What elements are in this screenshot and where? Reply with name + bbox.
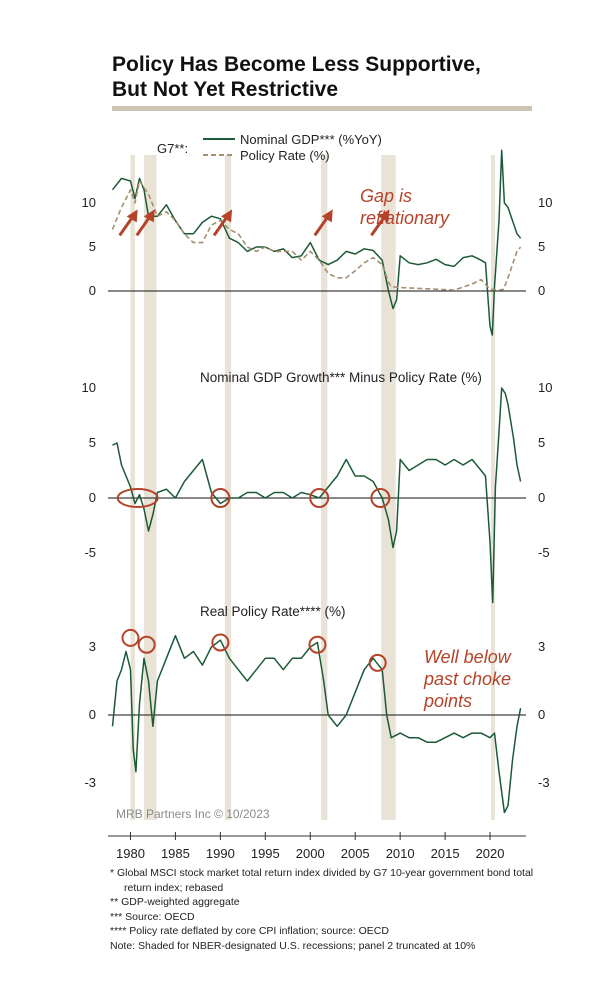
panel-title-2: Nominal GDP Growth*** Minus Policy Rate … <box>200 370 482 385</box>
series-line-3-1 <box>111 634 522 814</box>
x-tick-label-0: 1980 <box>116 846 145 860</box>
highlight-circle-3-2 <box>211 633 230 652</box>
y-tick-left-3: 0 <box>89 707 96 722</box>
highlight-circle-3-3 <box>308 635 327 654</box>
recession-band-2 <box>224 155 232 820</box>
annotation-text-1-0: Gap is <box>360 186 412 206</box>
y-tick-right-3: 0 <box>538 707 545 722</box>
highlight-circle-2-2 <box>309 488 330 508</box>
annotation-text-3-0: Well below <box>424 647 512 667</box>
chart-title: Policy Has Become Less Supportive, But N… <box>112 52 542 102</box>
footnote-1: * Global MSCI stock market total return … <box>110 867 534 879</box>
y-tick-right-2: 0 <box>538 490 545 505</box>
highlight-circle-2-3 <box>370 488 391 508</box>
annotation-text-1-1: reflationary <box>360 208 450 228</box>
annotation-text-3-2: points <box>423 691 472 711</box>
footnote-2: ** GDP-weighted aggregate <box>110 896 240 908</box>
annotation-arrowhead-0 <box>126 209 138 223</box>
panel-title-3: Real Policy Rate**** (%) <box>200 604 346 619</box>
y-tick-right-3: 3 <box>538 639 545 654</box>
highlight-circle-2-0 <box>116 488 159 508</box>
highlight-circle-3-4 <box>368 653 387 672</box>
y-tick-right-1: 0 <box>538 283 545 298</box>
annotation-arrowhead-2 <box>221 209 233 223</box>
footnote-note: Note: Shaded for NBER-designated U.S. re… <box>110 939 476 952</box>
legend-label-gdp: Nominal GDP*** (%YoY) <box>240 132 382 147</box>
y-tick-left-3: -3 <box>84 775 96 790</box>
recession-band-5 <box>490 155 495 820</box>
y-tick-left-2: 0 <box>89 490 96 505</box>
series-line-2-1 <box>112 387 522 604</box>
y-tick-left-1: 0 <box>89 283 96 298</box>
y-tick-left-3: 3 <box>89 639 96 654</box>
footnote-3: *** Source: OECD <box>110 910 195 923</box>
y-tick-left-1: 5 <box>89 239 96 254</box>
legend-label-policy: Policy Rate (%) <box>240 148 330 163</box>
x-tick-label-6: 2010 <box>386 846 415 860</box>
recession-band-1 <box>143 155 157 820</box>
annotation-arrowhead-4 <box>378 209 390 223</box>
title-line-1: Policy Has Become Less Supportive, <box>112 53 481 76</box>
recession-band-4 <box>381 155 396 820</box>
y-tick-right-3: -3 <box>538 775 550 790</box>
source-label: MRB Partners Inc © 10/2023 <box>116 807 270 821</box>
recession-band-3 <box>321 155 328 820</box>
title-rule <box>112 106 532 111</box>
x-tick-label-4: 2000 <box>296 846 325 860</box>
highlight-circle-3-1 <box>137 635 156 654</box>
x-tick-label-3: 1995 <box>251 846 280 860</box>
footnote-4: **** Policy rate deflated by core CPI in… <box>110 925 389 937</box>
x-tick-label-5: 2005 <box>341 846 370 860</box>
footnote-1-cont: return index; rebased <box>124 881 224 894</box>
x-tick-label-2: 1990 <box>206 846 235 860</box>
annotation-arrowhead-1 <box>143 209 155 223</box>
recession-band-0 <box>130 155 135 820</box>
y-tick-left-2: 10 <box>82 380 96 395</box>
x-tick-label-8: 2020 <box>476 846 505 860</box>
y-tick-right-2: 10 <box>538 380 552 395</box>
highlight-circle-3-0 <box>121 628 140 647</box>
x-tick-label-1: 1985 <box>161 846 190 860</box>
annotation-arrowhead-3 <box>321 209 333 223</box>
highlight-circle-2-1 <box>210 488 231 508</box>
y-tick-left-2: -5 <box>84 545 96 560</box>
x-tick-label-7: 2015 <box>431 846 460 860</box>
y-tick-right-1: 5 <box>538 239 545 254</box>
legend-prefix: G7**: <box>157 141 188 156</box>
y-tick-left-2: 5 <box>89 435 96 450</box>
footnotes: * Global MSCI stock market total return … <box>110 866 550 953</box>
title-line-2: But Not Yet Restrictive <box>112 78 339 101</box>
y-tick-right-2: -5 <box>538 545 550 560</box>
chart-area: 0 0 5 5 10 10 -5 -5 0 0 5 5 10 10 Nominal GDP Growth**… <box>82 132 553 860</box>
series-line-1-2 <box>111 180 522 291</box>
annotation-text-3-1: past choke <box>423 669 511 689</box>
y-tick-right-2: 5 <box>538 435 545 450</box>
y-tick-right-1: 10 <box>538 195 552 210</box>
y-tick-left-1: 10 <box>82 195 96 210</box>
series-line-1-1 <box>111 149 522 336</box>
